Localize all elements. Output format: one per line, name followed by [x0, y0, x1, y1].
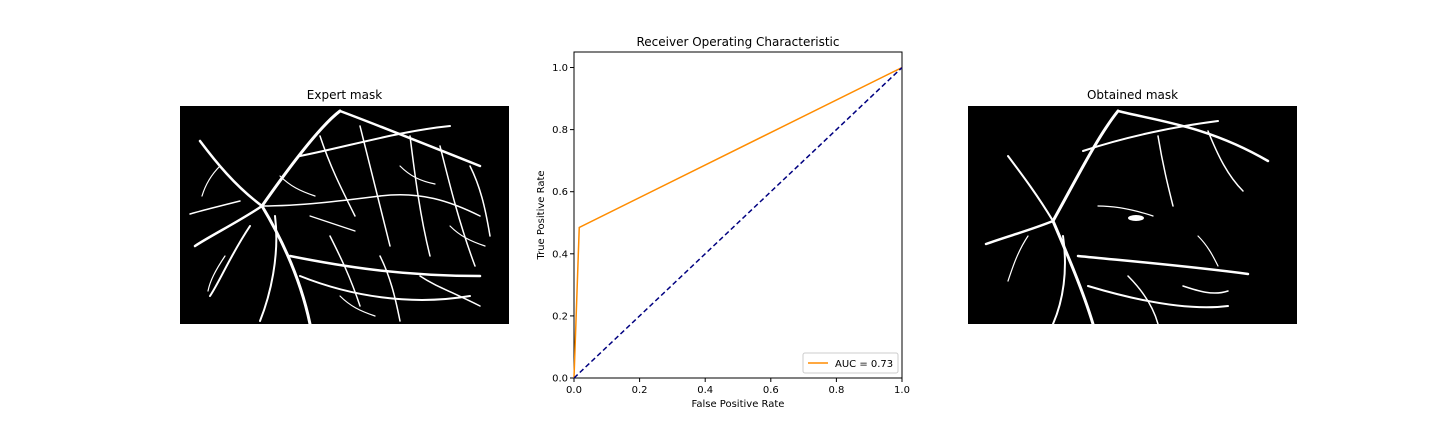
series-lines [573, 66, 903, 379]
x-tick-label: 0.0 [566, 385, 582, 396]
expert-mask-title: Expert mask [306, 88, 383, 102]
y-tick-label: 0.4 [552, 249, 568, 260]
exudate-blob [1128, 215, 1144, 221]
x-tick-label: 0.8 [828, 385, 844, 396]
y-axis-label: True Positive Rate [536, 170, 547, 260]
legend: AUC = 0.73 [802, 352, 899, 374]
y-tick-label: 0.6 [552, 187, 568, 198]
axis-ticks: 0.0 0.2 0.4 0.6 0.8 1.0 0.0 0.2 0.4 0.6 0.8 1.0 [552, 63, 910, 396]
x-tick-label: 1.0 [894, 385, 910, 396]
expert-vessel-tree [189, 109, 491, 324]
x-axis-label: False Positive Rate [692, 399, 785, 410]
y-tick-label: 0.2 [552, 311, 568, 322]
x-tick-label: 0.2 [632, 385, 648, 396]
y-tick-label: 0.8 [552, 125, 568, 136]
x-tick-label: 0.6 [763, 385, 779, 396]
chart-title: Receiver Operating Characteristic [636, 35, 839, 49]
plot-area-frame [573, 51, 903, 379]
y-tick-label: 1.0 [552, 63, 568, 74]
obtained-mask-image [968, 106, 1297, 324]
obtained-mask-title: Obtained mask [1086, 88, 1179, 102]
legend-box [802, 352, 899, 374]
roc-curve-line [573, 66, 903, 379]
expert-mask-image [180, 106, 509, 324]
chance-diagonal-line [573, 66, 903, 379]
legend-label: AUC = 0.73 [835, 359, 893, 370]
y-tick-label: 0.0 [552, 374, 568, 385]
x-tick-label: 0.4 [697, 385, 713, 396]
obtained-vessel-tree [984, 109, 1270, 324]
